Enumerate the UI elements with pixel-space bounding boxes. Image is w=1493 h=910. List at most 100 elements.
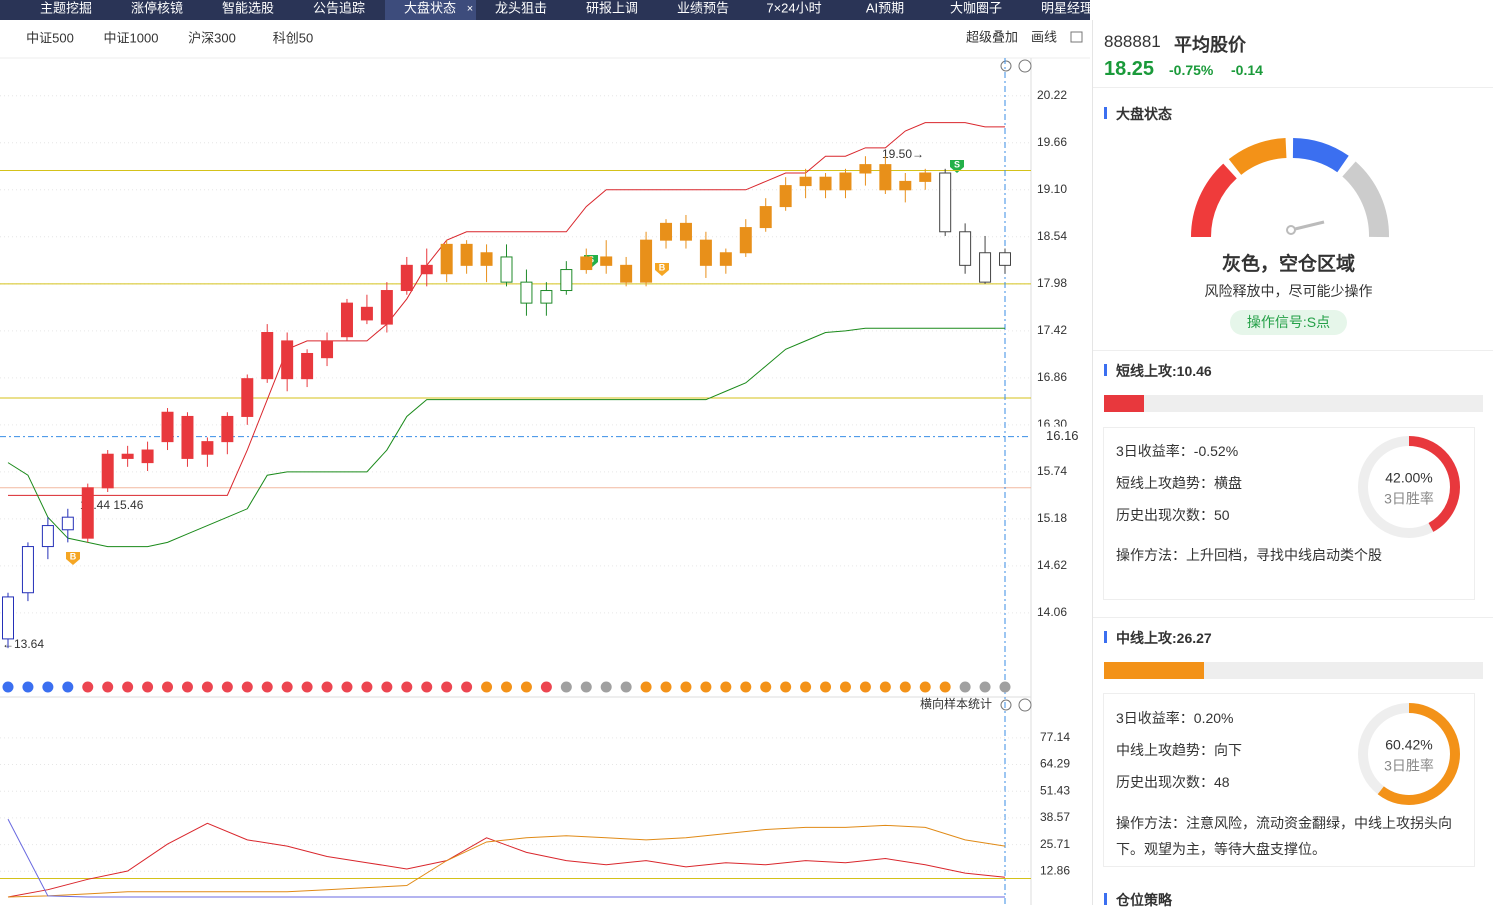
- tab[interactable]: 明星经理: [1041, 0, 1090, 15]
- candle-body: [261, 332, 274, 380]
- tab[interactable]: 涨停核镜: [131, 0, 183, 15]
- series-line: [7, 822, 1006, 898]
- candle-body: [281, 340, 294, 380]
- window-controls: ••• 110%: [1312, 0, 1480, 17]
- gauge-red: [1190, 163, 1237, 238]
- y-tick-label: 38.57: [1040, 810, 1070, 824]
- state-dot: [580, 681, 592, 693]
- state-dot: [700, 681, 712, 693]
- channel-line: [7, 327, 1005, 548]
- zoom-in[interactable]: [1399, 3, 1411, 15]
- tab[interactable]: 7×24小时: [766, 0, 821, 15]
- tab[interactable]: 大盘状态: [404, 0, 456, 15]
- tab[interactable]: 智能选股: [222, 0, 274, 15]
- series-line: [7, 824, 1006, 898]
- change-pct: -0.75%: [1169, 62, 1214, 78]
- tab[interactable]: 研报上调: [586, 0, 638, 15]
- state-dot: [441, 681, 453, 693]
- stat-line: 3日收益率：-0.52%: [1116, 443, 1239, 459]
- layout[interactable]: [1467, 2, 1480, 16]
- state-dot: [461, 681, 473, 693]
- stat-line: 操作方法：注意风险，流动资金翻绿，中线上攻拐头向下。观望为主，等待大盘支撑位。: [1116, 815, 1452, 857]
- state-dot: [680, 681, 692, 693]
- side-panel: 888881 平均股价 18.25 -0.75% -0.14 大盘状态 灰色，空…: [1092, 20, 1493, 908]
- state-dot: [2, 681, 14, 693]
- tool-button[interactable]: 超级叠加: [966, 29, 1018, 44]
- short-value: 10.46: [1176, 363, 1212, 379]
- tab[interactable]: 大咖圈子: [950, 0, 1002, 15]
- candle-body: [799, 176, 812, 187]
- more-icon[interactable]: •••: [1312, 1, 1325, 15]
- candle-body: [879, 164, 892, 191]
- state-dot: [899, 681, 911, 693]
- state-dot: [102, 681, 114, 693]
- win-ring: 60.42% 3日胜率: [1358, 703, 1460, 805]
- favorite[interactable]: [1421, 3, 1435, 16]
- gauge-gray: [1342, 161, 1390, 238]
- candle-body: [21, 546, 34, 594]
- edit[interactable]: [1446, 5, 1457, 17]
- y-tick-label: 17.98: [1037, 276, 1067, 290]
- candle-body: [540, 290, 553, 304]
- gauge-orange: [1228, 138, 1287, 176]
- tab[interactable]: 业绩预告: [677, 0, 729, 15]
- candle-body: [859, 164, 872, 174]
- candle-body: [719, 252, 732, 266]
- chart-area: 主题挖掘 涨停核镜 智能选股 公告追踪 × 大盘状态 龙头狙击 研报上调 业绩预告 7×24小时 A…: [0, 0, 1090, 905]
- candle-body: [440, 243, 453, 275]
- state-dot: [501, 681, 512, 693]
- state-dot: [122, 681, 134, 693]
- tool-button[interactable]: 画线: [1031, 29, 1057, 44]
- tab[interactable]: 公告追踪: [313, 0, 365, 15]
- ring-caption: 3日胜率: [1384, 491, 1434, 507]
- annotation: 19.50→: [882, 147, 924, 161]
- tab[interactable]: 龙头狙击: [495, 0, 547, 15]
- candle-body: [500, 256, 513, 283]
- series-line: [7, 818, 1005, 898]
- candle-body: [340, 302, 353, 338]
- grid-icon: [1070, 31, 1083, 43]
- candle-body: [460, 243, 473, 266]
- ring-value: [1358, 436, 1460, 538]
- toolbar-items: 中证500 中证1000 沪深300 科创50 超级叠加 画线: [26, 29, 1083, 45]
- market-state: 灰色，空仓区域: [1221, 254, 1355, 275]
- state-dot: [959, 681, 971, 693]
- divider: [1093, 350, 1493, 351]
- tab[interactable]: AI预期: [866, 0, 904, 15]
- settings-icon[interactable]: [1000, 60, 1012, 72]
- price: 18.25: [1104, 58, 1155, 80]
- candle-body: [580, 256, 593, 271]
- index-button[interactable]: 科创50: [273, 30, 313, 45]
- help-icon[interactable]: [1018, 698, 1032, 712]
- candle-body: [321, 340, 334, 359]
- change: -0.14: [1231, 62, 1263, 78]
- settings-icon[interactable]: [1000, 699, 1012, 711]
- help-icon[interactable]: [1018, 59, 1032, 73]
- y-tick-label: 20.22: [1037, 88, 1067, 102]
- state-dot: [859, 681, 871, 693]
- state-dot: [939, 681, 951, 693]
- candle-body: [759, 206, 772, 229]
- candle-body: [141, 449, 154, 464]
- candle-body: [301, 352, 314, 380]
- stat-line: 中线上攻趋势：向下: [1116, 742, 1242, 758]
- y-tick-label: 51.43: [1040, 783, 1070, 797]
- state-dot: [142, 681, 154, 693]
- candle-body: [979, 252, 992, 283]
- y-tick-label: 25.71: [1040, 837, 1070, 851]
- stat-line: 操作方法：上升回档，寻找中线启动类个股: [1116, 547, 1382, 563]
- candle-body: [2, 596, 14, 640]
- index-button[interactable]: 沪深300: [188, 30, 236, 45]
- y-tick-label: 19.10: [1037, 182, 1067, 196]
- tab[interactable]: 主题挖掘: [40, 0, 92, 15]
- candle-body: [201, 441, 214, 455]
- index-button[interactable]: 中证500: [26, 30, 74, 45]
- market-gauge: [1190, 138, 1390, 238]
- candle-body: [380, 290, 393, 325]
- state-dot: [620, 681, 632, 693]
- candle-body: [660, 222, 673, 241]
- index-button[interactable]: 中证1000: [104, 30, 159, 45]
- y-tick-label: 15.74: [1037, 464, 1067, 478]
- stat-line: 历史出现次数：48: [1116, 774, 1230, 790]
